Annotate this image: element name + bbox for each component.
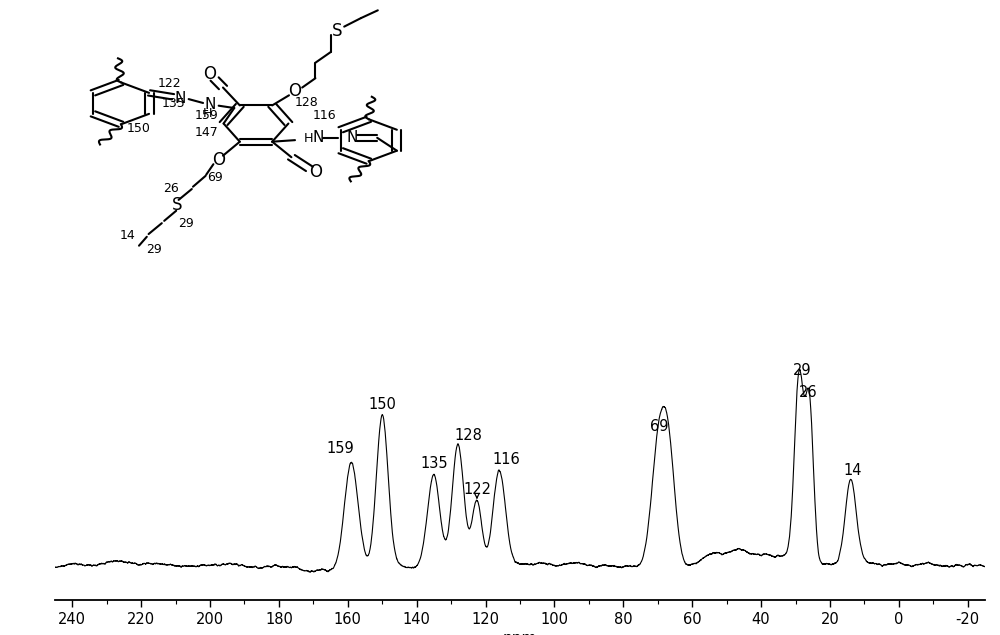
Text: O: O (288, 83, 302, 100)
Text: 159: 159 (195, 109, 219, 123)
Text: 116: 116 (313, 109, 337, 123)
Text: 116: 116 (492, 452, 520, 467)
Text: S: S (172, 196, 183, 214)
Text: N: N (175, 91, 186, 106)
Text: O: O (212, 151, 225, 169)
Text: O: O (203, 65, 216, 83)
Text: 29: 29 (793, 363, 812, 378)
Text: 26: 26 (799, 385, 818, 401)
Text: 122: 122 (463, 481, 491, 497)
Text: 29: 29 (178, 217, 194, 231)
Text: N: N (347, 130, 358, 145)
Text: S: S (332, 22, 342, 39)
Text: O: O (309, 163, 322, 181)
Text: 135: 135 (162, 97, 186, 110)
Text: N: N (312, 130, 324, 145)
Text: 128: 128 (455, 428, 482, 443)
Text: H: H (203, 107, 213, 120)
Text: 147: 147 (195, 126, 219, 139)
Text: 122: 122 (157, 77, 181, 90)
Text: N: N (205, 97, 216, 112)
Text: 159: 159 (327, 441, 355, 456)
X-axis label: ppm: ppm (503, 631, 537, 635)
Text: H: H (303, 133, 313, 145)
Text: 14: 14 (844, 463, 862, 478)
Text: 69: 69 (207, 171, 223, 184)
Text: 150: 150 (127, 122, 151, 135)
Text: 26: 26 (163, 182, 179, 195)
Text: 128: 128 (295, 96, 319, 109)
Text: 29: 29 (146, 243, 162, 256)
Text: 150: 150 (368, 397, 396, 411)
Text: 135: 135 (420, 456, 448, 471)
Text: 14: 14 (120, 229, 135, 243)
Text: 69: 69 (650, 418, 669, 434)
